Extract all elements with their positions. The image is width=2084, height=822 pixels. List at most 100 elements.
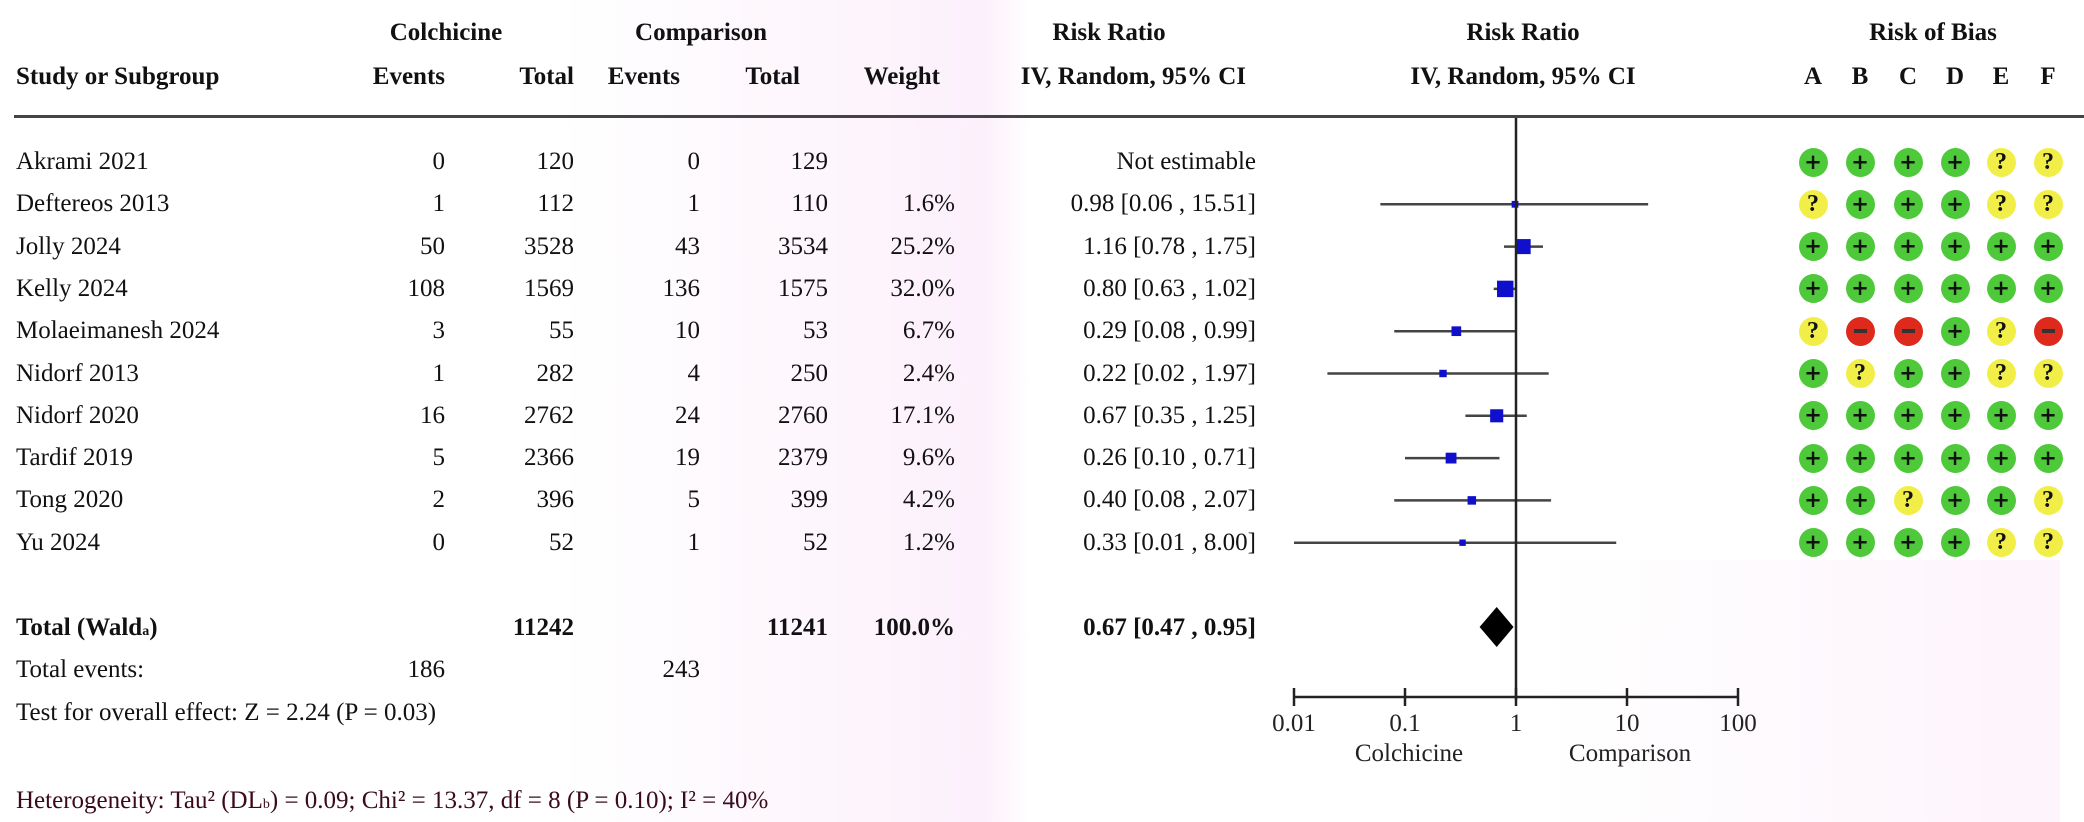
risk-ratio-ci: 1.16 [0.78 , 1.75] (1083, 232, 1256, 260)
point-estimate-square (1490, 409, 1504, 423)
risk-ratio-ci: 0.26 [0.10 , 0.71] (1083, 444, 1256, 472)
study-name: Nidorf 2020 (16, 401, 139, 429)
unclear-risk-icon: ? (2033, 528, 2063, 558)
events1: 1 (432, 359, 446, 387)
low-risk-icon: + (1893, 359, 1923, 388)
total1: 112 (537, 190, 574, 218)
low-risk-icon: + (1986, 443, 2016, 473)
weight: 25.2% (890, 232, 955, 260)
low-risk-icon: + (1798, 274, 1828, 304)
events1: 16 (420, 401, 445, 429)
events1: 1 (432, 190, 446, 218)
low-risk-icon: + (1986, 274, 2016, 304)
low-risk-icon: + (2033, 401, 2063, 431)
low-risk-icon: + (1940, 274, 1970, 304)
low-risk-icon: + (1798, 528, 1828, 558)
unclear-risk-icon: ? (1798, 189, 1828, 219)
high-risk-icon (1893, 316, 1923, 346)
low-risk-icon: + (1986, 485, 2016, 515)
risk-of-bias-header: Risk of Bias (1869, 19, 1997, 46)
low-risk-icon: + (1940, 401, 1970, 431)
study-name: Tong 2020 (16, 486, 124, 514)
low-risk-icon: + (2033, 232, 2063, 262)
x-tick-label: 0.01 (1272, 710, 1316, 737)
low-risk-icon: + (1893, 147, 1923, 177)
events2: 24 (675, 401, 700, 429)
low-risk-icon: + (1940, 232, 1970, 262)
weight-header: Weight (863, 63, 940, 90)
total-weight: 100.0% (873, 614, 955, 641)
study-name: Kelly 2024 (16, 274, 128, 302)
total-n2: 11241 (766, 614, 828, 641)
risk-ratio-ci: 0.33 [0.01 , 8.00] (1083, 528, 1256, 556)
total-events2: 243 (662, 656, 701, 683)
low-risk-icon: + (2033, 443, 2063, 473)
total2: 2760 (778, 401, 828, 429)
unclear-risk-icon: ? (1893, 485, 1923, 515)
study-name: Nidorf 2013 (16, 359, 139, 387)
low-risk-icon: + (1940, 528, 1970, 558)
total1: 396 (536, 486, 575, 514)
low-risk-icon: + (1845, 528, 1875, 558)
total2-header: Total (745, 63, 800, 90)
low-risk-icon: + (1940, 359, 1970, 388)
events2: 136 (662, 274, 701, 302)
study-name: Akrami 2021 (16, 148, 149, 175)
events2: 1 (687, 528, 701, 556)
bias-letter-b: B (1851, 63, 1869, 90)
low-risk-icon: + (1798, 443, 1828, 473)
study-name: Jolly 2024 (16, 232, 121, 260)
low-risk-icon: + (1845, 274, 1875, 304)
low-risk-icon: + (1798, 401, 1828, 431)
point-estimate-square (1467, 496, 1477, 505)
header-rule (14, 115, 2084, 118)
unclear-risk-icon: ? (2033, 147, 2063, 177)
events2: 10 (675, 317, 700, 345)
unclear-risk-icon: ? (2033, 485, 2063, 515)
low-risk-icon: + (1798, 232, 1828, 262)
total1: 52 (549, 528, 574, 556)
bias-letter-f: F (2040, 63, 2056, 90)
x-tick-label: 1 (1509, 710, 1523, 737)
low-risk-icon: + (1986, 401, 2016, 431)
bias-letter-d: D (1945, 63, 1965, 90)
bias-letter-c: C (1898, 63, 1918, 90)
risk-ratio-ci: 0.22 [0.02 , 1.97] (1083, 359, 1256, 387)
study-name: Tardif 2019 (16, 444, 133, 472)
weight: 1.2% (902, 528, 955, 556)
study-name: Yu 2024 (16, 528, 101, 556)
total-events-label: Total events: (16, 656, 145, 683)
total-n1: 11242 (512, 614, 574, 641)
low-risk-icon: + (1893, 232, 1923, 262)
unclear-risk-icon: ? (2033, 189, 2063, 219)
total1: 55 (549, 317, 574, 345)
events2: 1 (687, 190, 701, 218)
overall-effect: Test for overall effect: Z = 2.24 (P = 0… (16, 699, 437, 726)
total2: 110 (791, 190, 828, 218)
weight: 32.0% (890, 274, 955, 302)
point-estimate-square (1459, 539, 1466, 546)
total1: 3528 (524, 232, 574, 260)
events2: 43 (675, 232, 700, 260)
point-estimate-square (1451, 326, 1462, 337)
method-header: IV, Random, 95% CI (1020, 63, 1246, 90)
low-risk-icon: + (1798, 359, 1828, 388)
favours-left-label: Colchicine (1354, 740, 1464, 767)
low-risk-icon: + (1798, 147, 1828, 177)
point-estimate-square (1439, 369, 1447, 378)
total1-header: Total (519, 63, 574, 90)
low-risk-icon: + (1940, 443, 1970, 473)
study-name: Deftereos 2013 (16, 190, 170, 218)
events2: 5 (687, 486, 701, 514)
unclear-risk-icon: ? (1798, 316, 1828, 346)
risk-ratio-ci: 0.67 [0.35 , 1.25] (1083, 401, 1256, 429)
total2: 129 (790, 148, 829, 175)
bias-letter-e: E (1992, 63, 2010, 90)
low-risk-icon: + (1986, 232, 2016, 262)
risk-ratio-ci: 0.98 [0.06 , 15.51] (1070, 190, 1256, 218)
heterogeneity: Heterogeneity: Tau² (DLb) = 0.09; Chi² =… (16, 787, 769, 814)
total1: 120 (536, 148, 575, 175)
low-risk-icon: + (1893, 189, 1923, 219)
unclear-risk-icon: ? (1845, 359, 1875, 388)
